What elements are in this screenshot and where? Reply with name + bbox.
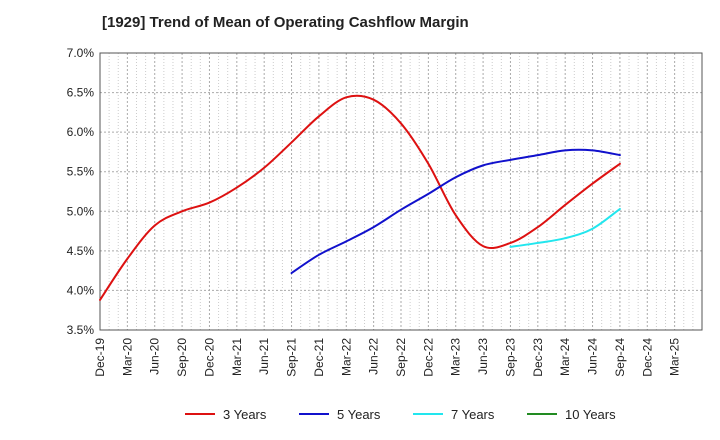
y-tick-label: 5.0% — [67, 204, 95, 218]
x-tick-label: Mar-24 — [558, 338, 572, 376]
x-tick-label: Jun-20 — [148, 338, 162, 375]
x-tick-label: Dec-22 — [421, 338, 435, 377]
x-tick-label: Sep-24 — [613, 338, 627, 377]
x-tick-label: Mar-21 — [230, 338, 244, 376]
series-lines — [99, 94, 621, 301]
y-tick-label: 6.5% — [67, 86, 95, 100]
x-tick-label: Dec-19 — [93, 338, 107, 377]
x-tick-label: Mar-22 — [339, 338, 353, 376]
series-line-2 — [290, 148, 621, 275]
grid — [100, 52, 702, 331]
x-tick-label: Jun-21 — [257, 338, 271, 375]
x-tick-label: Mar-20 — [120, 338, 134, 376]
x-tick-label: Mar-25 — [668, 338, 682, 376]
axes: 3.5% 4.0% 4.5% 5.0% 5.5% 6.0% 6.5% 7.0% Dec-19 Ma… — [67, 46, 703, 377]
x-tick-label: Dec-23 — [531, 338, 545, 377]
series-line-1 — [99, 94, 621, 301]
y-tick-label: 4.5% — [67, 244, 95, 258]
y-tick-label: 3.5% — [67, 323, 95, 337]
plot-frame — [99, 52, 703, 331]
y-tick-label: 5.5% — [67, 165, 95, 179]
x-tick-label: Sep-22 — [394, 338, 408, 377]
y-tick-label: 7.0% — [67, 46, 95, 60]
x-tick-label: Dec-20 — [202, 338, 216, 377]
legend-label: 7 Years — [451, 407, 495, 422]
series-line-3 — [509, 207, 621, 248]
x-tick-label: Jun-24 — [586, 338, 600, 375]
x-tick-label: Mar-23 — [449, 338, 463, 376]
y-tick-label: 4.0% — [67, 283, 95, 297]
x-tick-label: Sep-23 — [503, 338, 517, 377]
x-tick-label: Sep-20 — [175, 338, 189, 377]
legend: 3 Years 5 Years 7 Years 10 Years — [185, 407, 616, 422]
legend-label: 10 Years — [565, 407, 616, 422]
x-tick-label: Jun-22 — [367, 338, 381, 375]
legend-label: 3 Years — [223, 407, 267, 422]
y-tick-label: 6.0% — [67, 125, 95, 139]
x-tick-label: Sep-21 — [285, 338, 299, 377]
x-tick-label: Dec-24 — [640, 338, 654, 377]
chart-title: [1929] Trend of Mean of Operating Cashfl… — [102, 14, 469, 31]
x-tick-label: Jun-23 — [476, 338, 490, 375]
x-tick-label: Dec-21 — [312, 338, 326, 377]
legend-label: 5 Years — [337, 407, 381, 422]
